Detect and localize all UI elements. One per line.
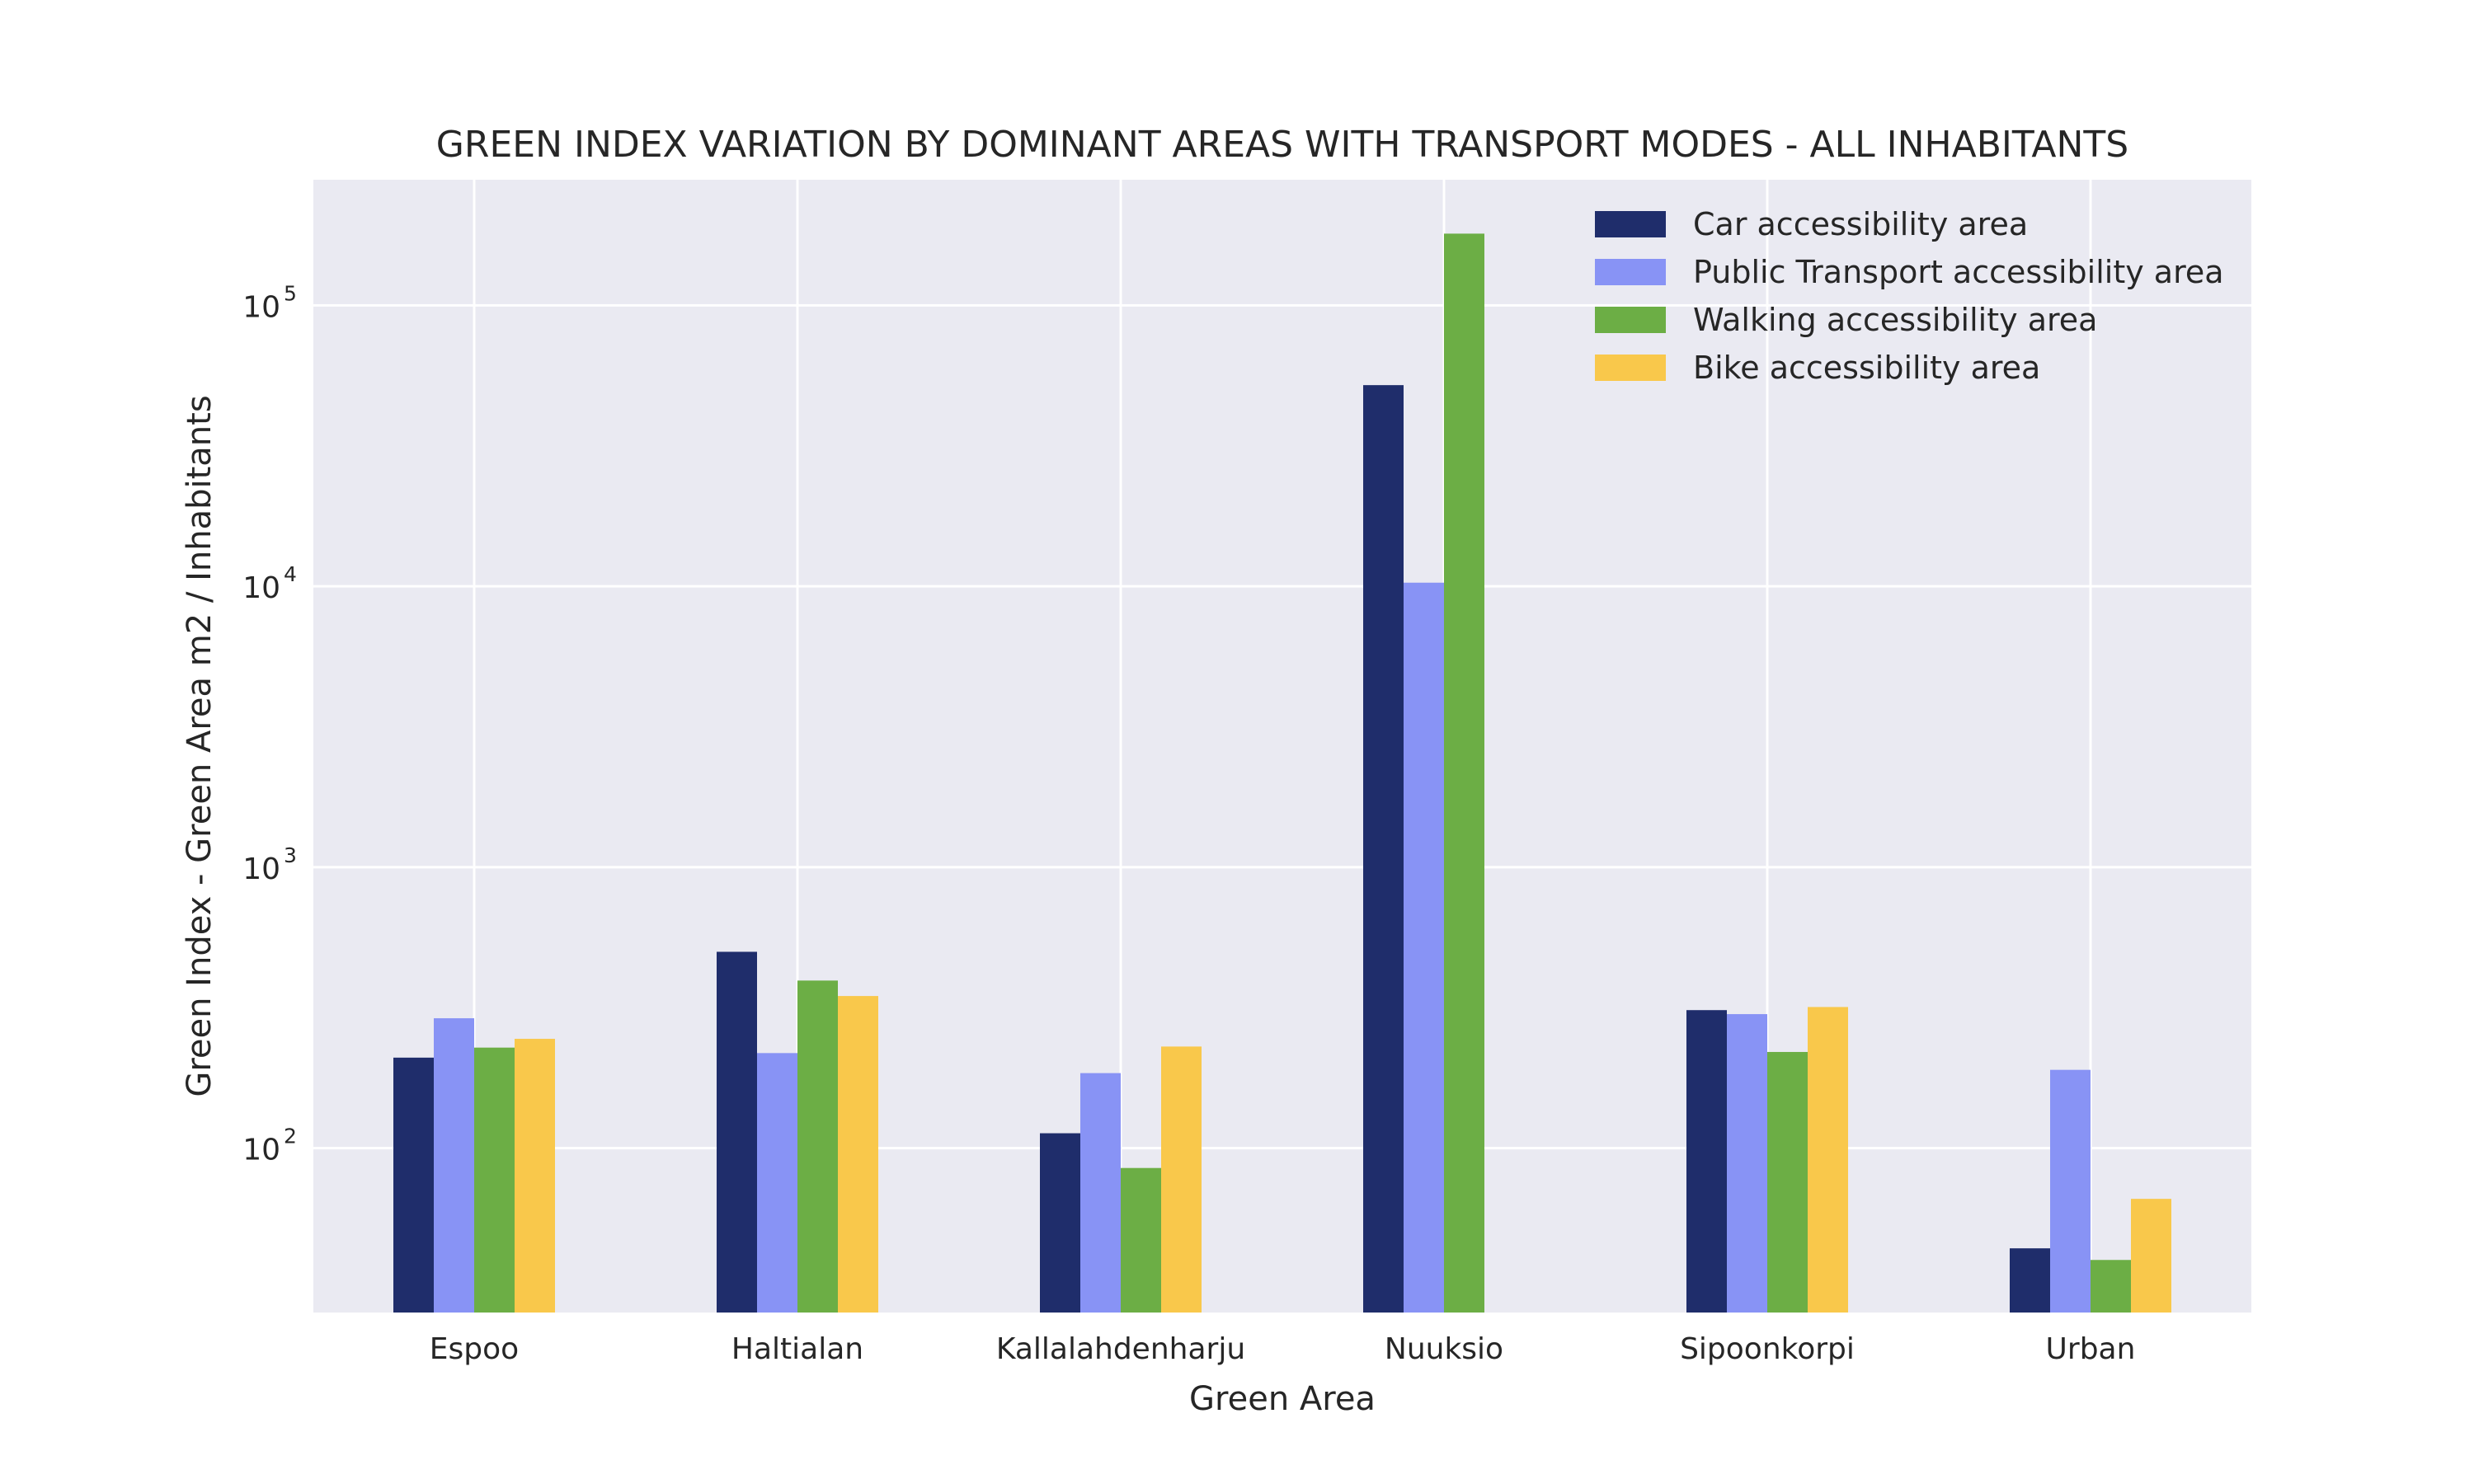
y-tick-label: 10 4 [242,562,297,605]
y-tick-base: 10 [242,290,280,324]
legend-label: Car accessibility area [1693,206,2028,242]
bar-sipoonkorpi-1 [1686,1010,1727,1313]
y-tick-exponent: 4 [284,562,297,586]
legend-swatch [1595,211,1666,237]
bars [393,233,2171,1313]
legend-swatch [1595,355,1666,381]
legend-item: Bike accessibility area [1595,350,2040,386]
y-tick-exponent: 5 [284,281,297,305]
y-tick-base: 10 [242,1134,280,1167]
bar-kallalahdenharju-2 [1080,1073,1121,1313]
legend-label: Walking accessibility area [1693,302,2097,338]
bar-urban-2 [2050,1069,2091,1313]
legend-swatch [1595,259,1666,285]
bar-kallalahdenharju-3 [1121,1167,1161,1313]
bar-kallalahdenharju-1 [1040,1133,1080,1313]
x-axis-label: Green Area [1189,1380,1376,1418]
legend-item: Walking accessibility area [1595,302,2097,338]
grid [313,180,2251,1313]
bar-haltialan-2 [757,1053,797,1313]
bar-espoo-1 [393,1057,434,1313]
bar-sipoonkorpi-2 [1727,1014,1767,1313]
bar-nuuksio-3 [1444,233,1484,1313]
y-axis-label: Green Index - Green Area m2 / Inhabitant… [181,395,219,1097]
legend: Car accessibility area Public Transport a… [1595,206,2224,386]
bar-haltialan-3 [797,980,838,1313]
bar-urban-3 [2091,1260,2131,1313]
bar-sipoonkorpi-4 [1808,1007,1848,1313]
y-tick-label: 10 5 [242,281,297,324]
bar-haltialan-1 [717,951,757,1313]
bar-espoo-3 [474,1047,515,1313]
x-tick-label: Haltialan [731,1332,863,1366]
bar-sipoonkorpi-3 [1767,1051,1808,1313]
legend-label: Public Transport accessibility area [1693,254,2224,290]
bar-urban-1 [2010,1248,2050,1313]
bar-haltialan-4 [838,996,878,1313]
y-tick-exponent: 3 [284,843,297,867]
y-tick-label: 10 3 [242,843,297,886]
x-tick-label: Urban [2046,1332,2136,1366]
x-tick-label: Sipoonkorpi [1680,1332,1855,1366]
bar-espoo-4 [515,1039,555,1313]
y-tick-base: 10 [242,852,280,886]
y-tick-base: 10 [242,571,280,605]
bar-urban-4 [2131,1199,2171,1313]
bar-nuuksio-2 [1404,582,1444,1313]
chart-title: GREEN INDEX VARIATION BY DOMINANT AREAS … [436,124,2128,166]
legend-item: Car accessibility area [1595,206,2028,242]
legend-item: Public Transport accessibility area [1595,254,2224,290]
x-tick-label: Nuuksio [1385,1332,1503,1366]
y-tick-exponent: 2 [284,1125,297,1148]
legend-label: Bike accessibility area [1693,350,2040,386]
plot-background [313,180,2251,1313]
x-tick-label: Espoo [430,1332,519,1366]
x-ticks: Espoo Haltialan Kallalahdenharju Nuuksio Sip… [430,1332,2136,1366]
legend-swatch [1595,307,1666,333]
y-tick-label: 10 2 [242,1125,297,1167]
x-tick-label: Kallalahdenharju [996,1332,1245,1366]
bar-kallalahdenharju-4 [1161,1046,1202,1313]
bar-nuuksio-1 [1363,385,1404,1313]
bar-espoo-2 [434,1018,474,1313]
